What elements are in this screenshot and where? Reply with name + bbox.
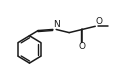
- Text: O: O: [96, 17, 103, 26]
- Text: N: N: [54, 20, 60, 29]
- Text: O: O: [79, 42, 86, 51]
